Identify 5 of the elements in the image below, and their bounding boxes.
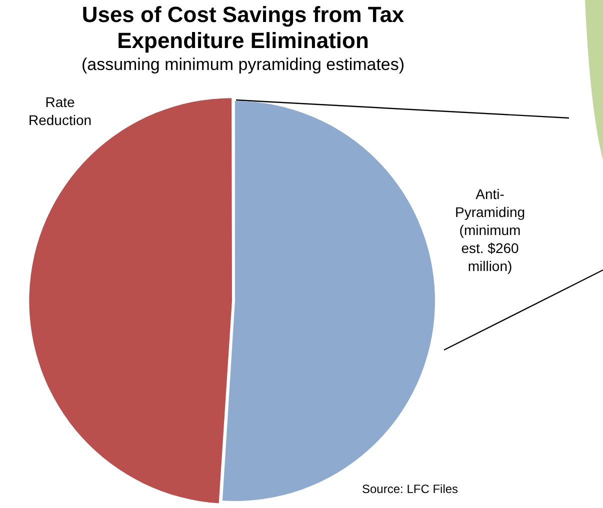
chart-title: Uses of Cost Savings from Tax Expenditure Elimination — [80, 2, 406, 54]
source-note: Source: LFC Files — [362, 482, 458, 496]
chart-subtitle: (assuming minimum pyramiding estimates) — [80, 55, 406, 75]
slice-label: Anti-Pyramiding (minimum est. $260 million) — [454, 186, 526, 274]
slice-label: Rate Reduction — [28, 94, 92, 128]
